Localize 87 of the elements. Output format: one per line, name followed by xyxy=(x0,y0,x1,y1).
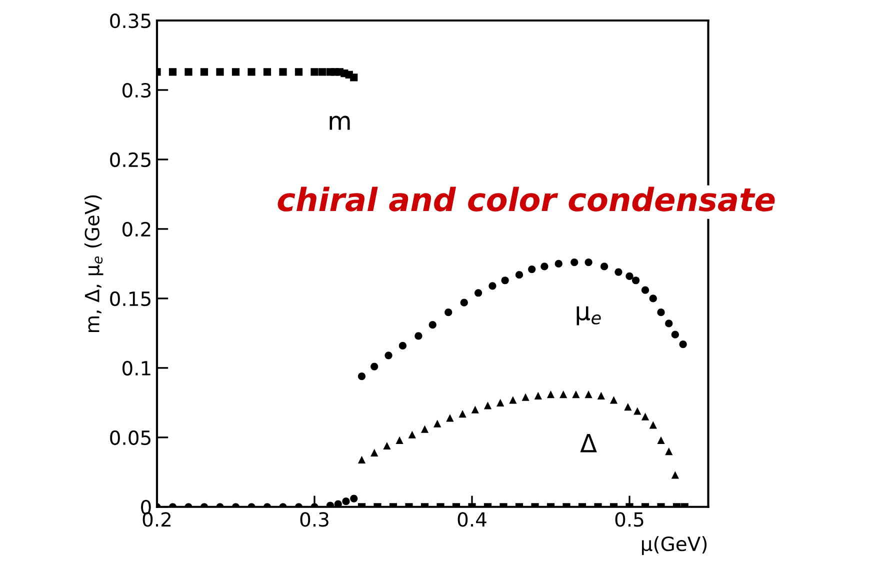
point xyxy=(610,396,618,404)
point xyxy=(370,448,378,456)
point xyxy=(232,68,240,76)
point xyxy=(665,448,673,456)
annotation: chiral and color condensate xyxy=(278,186,775,212)
point xyxy=(665,320,673,328)
point xyxy=(501,276,509,284)
point xyxy=(624,403,632,411)
series-label: m xyxy=(330,116,350,130)
point xyxy=(350,74,358,82)
y-tick-label: 0.15 xyxy=(110,291,150,306)
point xyxy=(515,271,524,279)
point xyxy=(342,498,350,506)
point xyxy=(168,68,177,76)
point xyxy=(396,436,404,444)
y-tick-label: 0.3 xyxy=(122,82,151,98)
point xyxy=(534,392,542,400)
y-tick-label: 0.2 xyxy=(122,222,150,237)
point xyxy=(350,494,358,502)
point xyxy=(554,260,562,268)
point xyxy=(358,372,366,380)
point xyxy=(488,282,496,290)
point xyxy=(318,68,326,76)
point xyxy=(294,68,303,76)
point xyxy=(248,68,256,76)
point xyxy=(184,68,192,76)
point xyxy=(584,390,592,398)
point xyxy=(384,352,392,360)
point xyxy=(414,332,422,340)
point xyxy=(458,410,466,418)
series-label: μ$_{e}$ xyxy=(576,306,601,326)
point xyxy=(484,402,492,410)
point xyxy=(679,340,687,348)
x-tick-label: 0.3 xyxy=(300,512,328,527)
point xyxy=(584,258,592,266)
point xyxy=(632,276,640,284)
point xyxy=(398,342,406,350)
x-tick-label: 0.5 xyxy=(615,512,644,527)
point xyxy=(496,398,504,406)
point xyxy=(600,262,608,270)
point xyxy=(383,442,391,450)
point xyxy=(657,436,665,444)
point xyxy=(671,330,679,338)
point xyxy=(649,421,657,429)
point xyxy=(216,68,224,76)
point xyxy=(540,262,548,270)
point xyxy=(560,390,568,398)
point xyxy=(572,390,580,398)
point xyxy=(446,414,454,422)
y-tick-label: 0.25 xyxy=(110,152,150,168)
point xyxy=(279,68,287,76)
point xyxy=(200,68,208,76)
point xyxy=(460,298,468,306)
point xyxy=(408,430,416,438)
point xyxy=(334,500,342,507)
y-tick-label: 0.05 xyxy=(110,430,150,446)
point xyxy=(434,420,442,428)
x-axis-title: μ(GeV) xyxy=(642,536,707,555)
y-tick-label: 0.35 xyxy=(110,13,150,28)
point xyxy=(614,268,622,276)
point xyxy=(444,308,452,316)
point xyxy=(641,412,650,420)
x-tick-label: 0.2 xyxy=(142,512,171,527)
point xyxy=(474,289,482,297)
point xyxy=(641,286,650,294)
point xyxy=(310,68,318,76)
point xyxy=(671,471,679,479)
point xyxy=(626,272,634,280)
series-label: Δ xyxy=(580,434,597,452)
point xyxy=(471,406,479,414)
point xyxy=(649,294,657,302)
x-tick-label: 0.4 xyxy=(458,512,486,527)
point xyxy=(634,407,642,415)
y-tick-label: 0.1 xyxy=(122,360,150,376)
point xyxy=(509,396,517,404)
point xyxy=(522,393,530,401)
point xyxy=(420,425,429,433)
point xyxy=(570,258,578,266)
point xyxy=(358,456,366,464)
point xyxy=(263,68,272,76)
point xyxy=(528,265,536,274)
point xyxy=(546,390,555,398)
point xyxy=(597,392,605,400)
point xyxy=(370,362,378,370)
point xyxy=(657,308,665,316)
point xyxy=(428,321,436,329)
y-axis-title: m, Δ, μ$_{e}$ (GeV) xyxy=(84,195,104,332)
